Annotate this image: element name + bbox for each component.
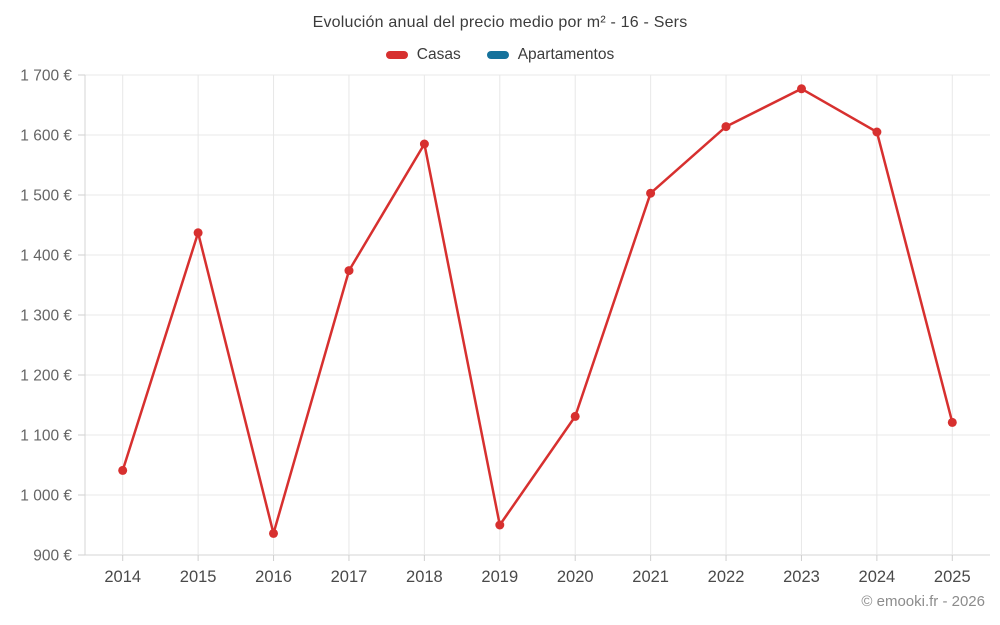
x-tick-label: 2025: [934, 568, 971, 586]
y-tick-label: 1 100 €: [20, 428, 72, 445]
legend-item-casas[interactable]: Casas: [385, 46, 461, 64]
data-point-casas-2014[interactable]: [118, 465, 128, 475]
y-tick-label: 1 700 €: [20, 68, 72, 85]
chart-legend: Casas Apartamentos: [0, 46, 1000, 64]
data-point-casas-2023[interactable]: [797, 84, 806, 94]
x-tick-label: 2015: [180, 568, 217, 586]
y-tick-label: 1 400 €: [20, 248, 72, 265]
data-point-casas-2019[interactable]: [495, 520, 505, 530]
footer-credit: © emooki.fr - 2026: [861, 593, 985, 610]
x-tick-label: 2018: [406, 568, 443, 586]
casas-line: [121, 87, 954, 535]
x-tick-label: 2016: [255, 568, 292, 586]
x-tick-label: 2023: [783, 568, 820, 586]
legend-label-apartamentos: Apartamentos: [517, 46, 615, 63]
data-point-casas-2025[interactable]: [947, 417, 957, 427]
x-tick-label: 2020: [557, 568, 594, 586]
data-point-casas-2024[interactable]: [872, 127, 882, 137]
data-point-casas-2020[interactable]: [570, 411, 580, 421]
x-tick-label: 2021: [632, 568, 669, 586]
legend-label-casas: Casas: [416, 46, 461, 63]
y-tick-label: 1 200 €: [20, 368, 72, 385]
data-point-casas-2018[interactable]: [419, 139, 429, 149]
apartamentos-swatch-icon: [486, 51, 509, 59]
chart-title: Evolución anual del precio medio por m² …: [312, 14, 688, 31]
x-tick-label: 2014: [104, 568, 141, 586]
casas-swatch-icon: [385, 51, 408, 59]
data-point-casas-2017[interactable]: [344, 266, 354, 276]
x-tick-label: 2017: [331, 568, 368, 586]
data-point-casas-2021[interactable]: [646, 188, 656, 198]
y-tick-label: 1 300 €: [20, 308, 72, 325]
data-point-casas-2022[interactable]: [721, 122, 731, 132]
legend-item-apartamentos[interactable]: Apartamentos: [486, 46, 615, 64]
x-tick-label: 2024: [859, 568, 896, 586]
y-tick-label: 1 600 €: [20, 128, 72, 145]
data-point-casas-2015[interactable]: [193, 228, 203, 238]
y-tick-label: 900 €: [33, 548, 72, 565]
y-tick-label: 1 500 €: [20, 188, 72, 205]
y-tick-label: 1 000 €: [20, 488, 72, 505]
x-tick-label: 2019: [481, 568, 518, 586]
x-tick-label: 2022: [708, 568, 745, 586]
data-point-casas-2016[interactable]: [269, 528, 278, 538]
